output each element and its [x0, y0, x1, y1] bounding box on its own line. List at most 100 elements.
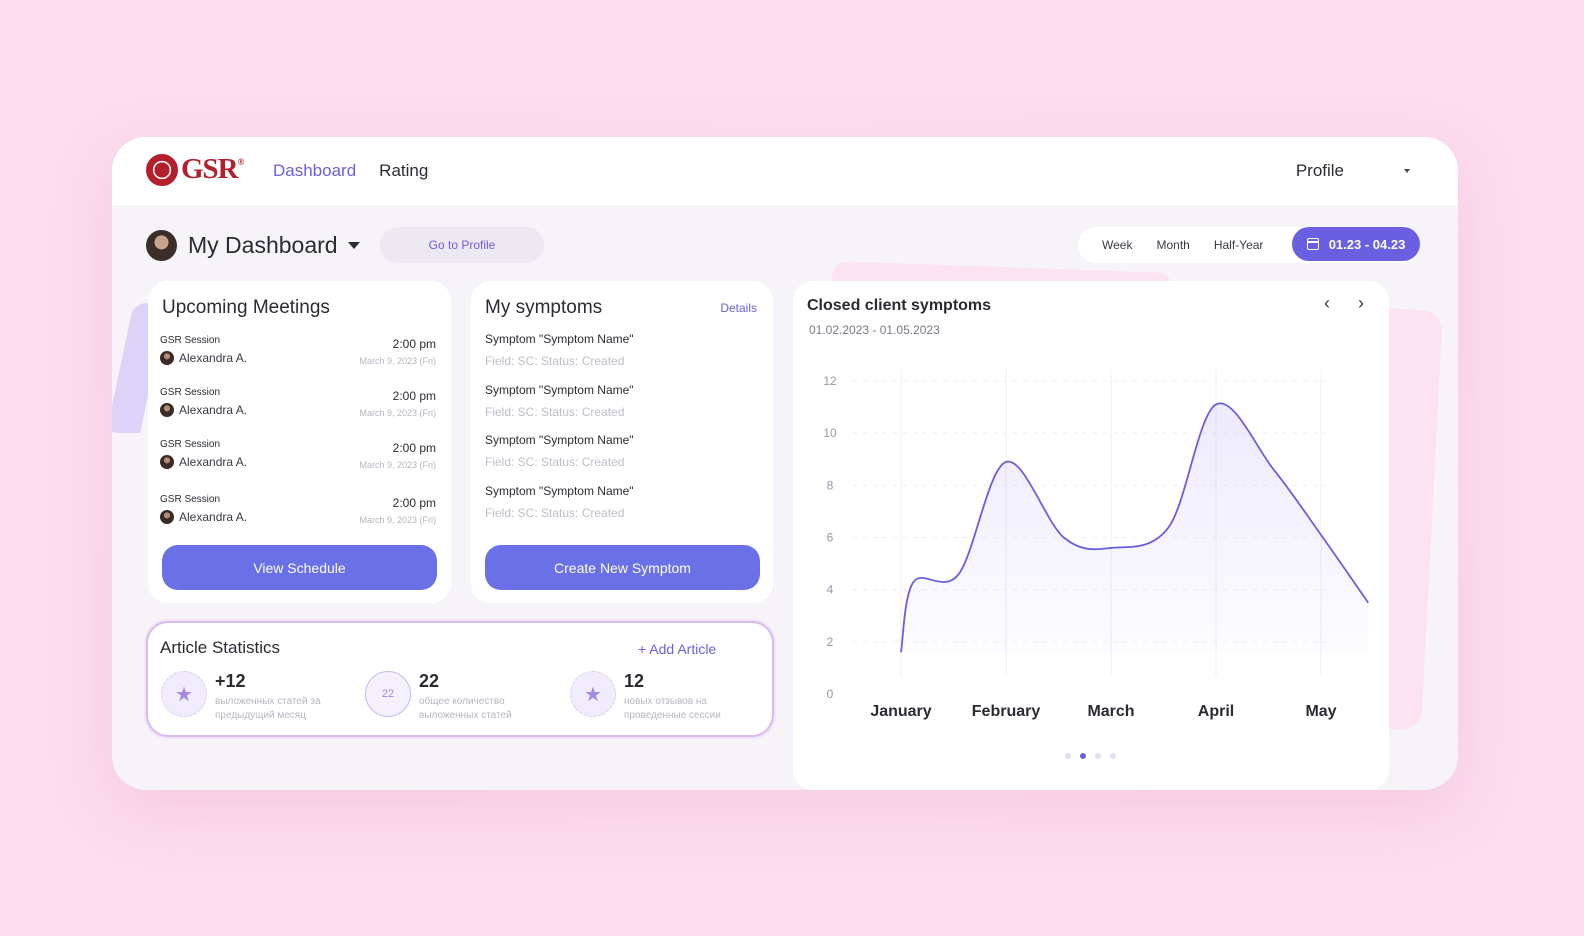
meeting-person: Alexandra A. — [160, 455, 247, 469]
logo-seal-icon — [146, 153, 178, 186]
app-window: GSR® Dashboard Rating Profile My Dashboa… — [112, 137, 1458, 790]
meeting-date: March 9, 2023 (Fri) — [359, 356, 436, 366]
meeting-label: GSR Session — [160, 335, 221, 346]
avatar — [160, 510, 174, 524]
x-tick-label: April — [1198, 703, 1234, 720]
stat-item: ★ 12 новых отзывов на проведенные сессии — [570, 671, 754, 723]
pagination-dot[interactable] — [1065, 753, 1071, 759]
chevron-right-icon[interactable]: › — [1358, 293, 1364, 313]
avatar — [160, 403, 174, 417]
y-tick-label: 0 — [827, 687, 834, 701]
dashboard-selector[interactable]: My Dashboard — [146, 230, 360, 261]
y-tick-label: 2 — [827, 635, 834, 649]
meeting-label: GSR Session — [160, 494, 221, 505]
stat-value: 12 — [624, 671, 645, 691]
my-symptoms-card: My symptoms Details Symptom "Symptom Nam… — [471, 281, 773, 603]
stat-item: 22 22 общее количество выложенных статей — [365, 671, 549, 723]
meeting-person: Alexandra A. — [160, 403, 247, 417]
meeting-label: GSR Session — [160, 387, 221, 398]
period-week[interactable]: Week — [1102, 238, 1133, 252]
gsr-logo[interactable]: GSR® — [146, 153, 244, 186]
meeting-time: 2:00 pm — [392, 337, 436, 351]
add-article-link[interactable]: + Add Article — [638, 641, 717, 657]
date-range-label: 01.23 - 04.23 — [1328, 236, 1406, 252]
meeting-time: 2:00 pm — [392, 389, 436, 403]
symptom-name: Symptom "Symptom Name" — [485, 484, 634, 498]
period-selector: Week Month Half-Year 01.23 - 04.23 — [1078, 227, 1420, 263]
star-icon: ★ — [161, 671, 207, 717]
symptom-name: Symptom "Symptom Name" — [485, 383, 634, 397]
meeting-item[interactable]: GSR Session Alexandra A. 2:00 pm March 9… — [160, 387, 436, 425]
area-fill — [901, 403, 1369, 654]
series-line — [900, 402, 1369, 653]
symptom-item[interactable]: Symptom "Symptom Name" Field: SC: Status… — [485, 332, 761, 368]
stat-value: 22 — [419, 671, 440, 691]
count-badge: 22 — [365, 671, 411, 717]
avatar — [146, 230, 177, 261]
profile-label: Profile — [1295, 161, 1344, 180]
meeting-date: March 9, 2023 (Fri) — [359, 460, 436, 470]
page-title: My Dashboard — [188, 232, 338, 258]
caret-down-icon — [347, 242, 360, 249]
meeting-date: March 9, 2023 (Fri) — [359, 408, 436, 418]
stat-item: ★ +12 выложенных статей за предыдущий ме… — [161, 671, 345, 723]
avatar — [160, 455, 174, 469]
symptom-name: Symptom "Symptom Name" — [485, 332, 634, 346]
x-tick-label: March — [1087, 703, 1134, 720]
view-schedule-button[interactable]: View Schedule — [162, 545, 437, 590]
symptom-meta: Field: SC: Status: Created — [485, 506, 625, 520]
meeting-person: Alexandra A. — [160, 351, 247, 365]
symptom-meta: Field: SC: Status: Created — [485, 354, 625, 368]
y-tick-label: 6 — [827, 531, 834, 545]
symptom-meta: Field: SC: Status: Created — [485, 405, 625, 419]
profile-menu[interactable]: Profile — [1296, 161, 1410, 181]
chart-date-range: 01.02.2023 - 01.05.2023 — [809, 323, 940, 337]
calendar-icon — [1306, 238, 1319, 250]
nav-rating[interactable]: Rating — [379, 161, 429, 180]
go-to-profile-button[interactable]: Go to Profile — [380, 227, 544, 263]
meeting-date: March 9, 2023 (Fri) — [359, 515, 436, 525]
upcoming-meetings-card: Upcoming Meetings GSR Session Alexandra … — [148, 281, 451, 603]
y-tick-label: 12 — [823, 374, 837, 388]
symptom-name: Symptom "Symptom Name" — [485, 433, 634, 447]
create-new-symptom-button[interactable]: Create New Symptom — [485, 545, 760, 590]
y-tick-label: 10 — [823, 426, 837, 440]
article-statistics-card: Article Statistics + Add Article ★ +12 в… — [146, 621, 774, 737]
pagination-dots — [1065, 753, 1116, 759]
details-link[interactable]: Details — [720, 301, 757, 315]
x-tick-label: February — [972, 703, 1041, 720]
symptom-item[interactable]: Symptom "Symptom Name" Field: SC: Status… — [485, 383, 761, 419]
symptoms-title: My symptoms — [485, 297, 603, 318]
nav-dashboard[interactable]: Dashboard — [273, 161, 357, 180]
closed-client-symptoms-card: 0 2 4 6 8 10 12 January February March April May Cl… — [793, 281, 1389, 790]
date-range-button[interactable]: 01.23 - 04.23 — [1292, 227, 1420, 261]
meeting-item[interactable]: GSR Session Alexandra A. 2:00 pm March 9… — [160, 494, 436, 532]
x-tick-label: May — [1305, 703, 1336, 720]
stat-value: +12 — [215, 671, 246, 691]
x-tick-label: January — [870, 703, 931, 720]
symptom-item[interactable]: Symptom "Symptom Name" Field: SC: Status… — [485, 484, 761, 520]
symptom-item[interactable]: Symptom "Symptom Name" Field: SC: Status… — [485, 433, 761, 469]
period-half-year[interactable]: Half-Year — [1213, 238, 1264, 252]
pagination-dot[interactable] — [1110, 753, 1116, 759]
y-tick-label: 8 — [827, 478, 834, 492]
main-nav: Dashboard Rating — [273, 161, 428, 181]
pagination-dot-active[interactable] — [1080, 753, 1086, 759]
meeting-item[interactable]: GSR Session Alexandra A. 2:00 pm March 9… — [160, 335, 436, 373]
meetings-title: Upcoming Meetings — [162, 297, 330, 318]
avatar — [160, 351, 174, 365]
pagination-dot[interactable] — [1095, 753, 1101, 759]
period-month[interactable]: Month — [1156, 238, 1190, 252]
stat-description: выложенных статей за предыдущий месяц — [215, 696, 321, 721]
person-name: Alexandra A. — [179, 455, 248, 469]
meeting-item[interactable]: GSR Session Alexandra A. 2:00 pm March 9… — [160, 439, 436, 477]
star-icon: ★ — [570, 671, 616, 717]
meeting-person: Alexandra A. — [160, 510, 247, 524]
top-navbar: GSR® Dashboard Rating Profile — [112, 137, 1458, 205]
logo-text: GSR® — [181, 153, 244, 185]
chart-title: Closed client symptoms — [807, 297, 992, 314]
symptom-meta: Field: SC: Status: Created — [485, 455, 625, 469]
person-name: Alexandra A. — [179, 351, 248, 365]
chevron-left-icon[interactable]: ‹ — [1324, 293, 1330, 313]
person-name: Alexandra A. — [179, 510, 248, 524]
